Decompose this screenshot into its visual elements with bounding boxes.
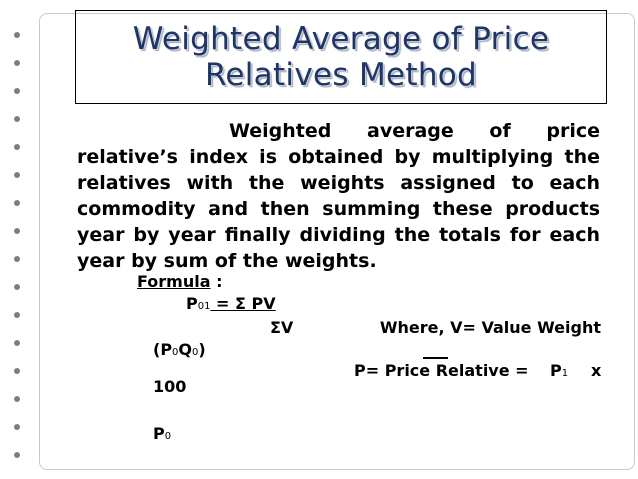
slide-title: Weighted Average of Price Relatives Meth…	[75, 10, 607, 104]
body-paragraph: Weighted average of price relative’s ind…	[77, 118, 600, 274]
nav-dot	[14, 116, 20, 122]
nav-dot	[14, 32, 20, 38]
fraction-bar	[423, 357, 448, 359]
nav-dot	[14, 424, 20, 430]
title-line-1: Weighted Average of Price	[132, 21, 550, 57]
p0q0-term: (P0Q0)	[153, 340, 206, 359]
hundred-term: 100	[153, 377, 187, 396]
formula-denominator: ΣV	[270, 318, 294, 337]
slide-frame	[39, 13, 635, 470]
p0-term: P0	[153, 424, 172, 443]
nav-dot	[14, 88, 20, 94]
nav-dot	[14, 452, 20, 458]
nav-dot	[14, 60, 20, 66]
nav-dot	[14, 144, 20, 150]
body-text: Weighted average of price relative’s ind…	[77, 120, 600, 272]
nav-dot	[14, 396, 20, 402]
times-sign: x	[591, 361, 602, 380]
nav-dot	[14, 172, 20, 178]
p1-term: P1	[550, 361, 569, 380]
where-text: Where, V= Value Weight	[379, 318, 601, 337]
slide-nav-dots	[6, 0, 36, 479]
nav-dot	[14, 256, 20, 262]
nav-dot	[14, 312, 20, 318]
nav-dot	[14, 340, 20, 346]
nav-dot	[14, 284, 20, 290]
formula-label: Formula :	[137, 272, 223, 291]
title-line-2: Relatives Method	[204, 57, 478, 93]
price-relative-label: P= Price Relative =	[354, 361, 529, 380]
formula-numerator: P01 = Σ PV	[186, 294, 276, 313]
nav-dot	[14, 200, 20, 206]
nav-dot	[14, 368, 20, 374]
nav-dot	[14, 228, 20, 234]
